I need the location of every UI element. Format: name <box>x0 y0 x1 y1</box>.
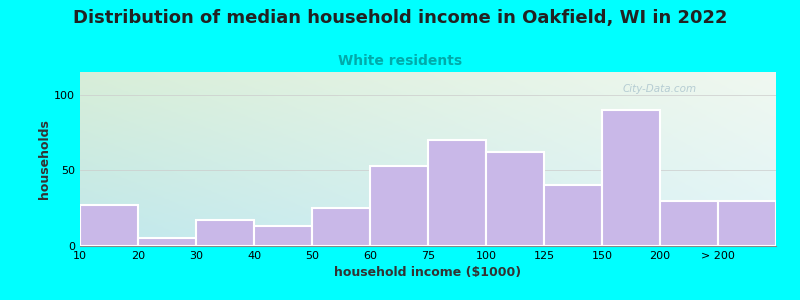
Bar <box>428 140 486 246</box>
X-axis label: household income ($1000): household income ($1000) <box>334 266 522 279</box>
Bar <box>660 201 718 246</box>
Bar <box>544 185 602 246</box>
Text: White residents: White residents <box>338 54 462 68</box>
Bar <box>80 205 138 246</box>
Text: Distribution of median household income in Oakfield, WI in 2022: Distribution of median household income … <box>73 9 727 27</box>
Bar <box>254 226 312 246</box>
Bar <box>486 152 544 246</box>
Y-axis label: households: households <box>38 119 51 199</box>
Bar <box>312 208 370 246</box>
Bar <box>196 220 254 246</box>
Bar <box>370 166 428 246</box>
Bar <box>718 201 776 246</box>
Bar <box>138 238 196 246</box>
Bar <box>602 110 660 246</box>
Text: City-Data.com: City-Data.com <box>623 84 697 94</box>
